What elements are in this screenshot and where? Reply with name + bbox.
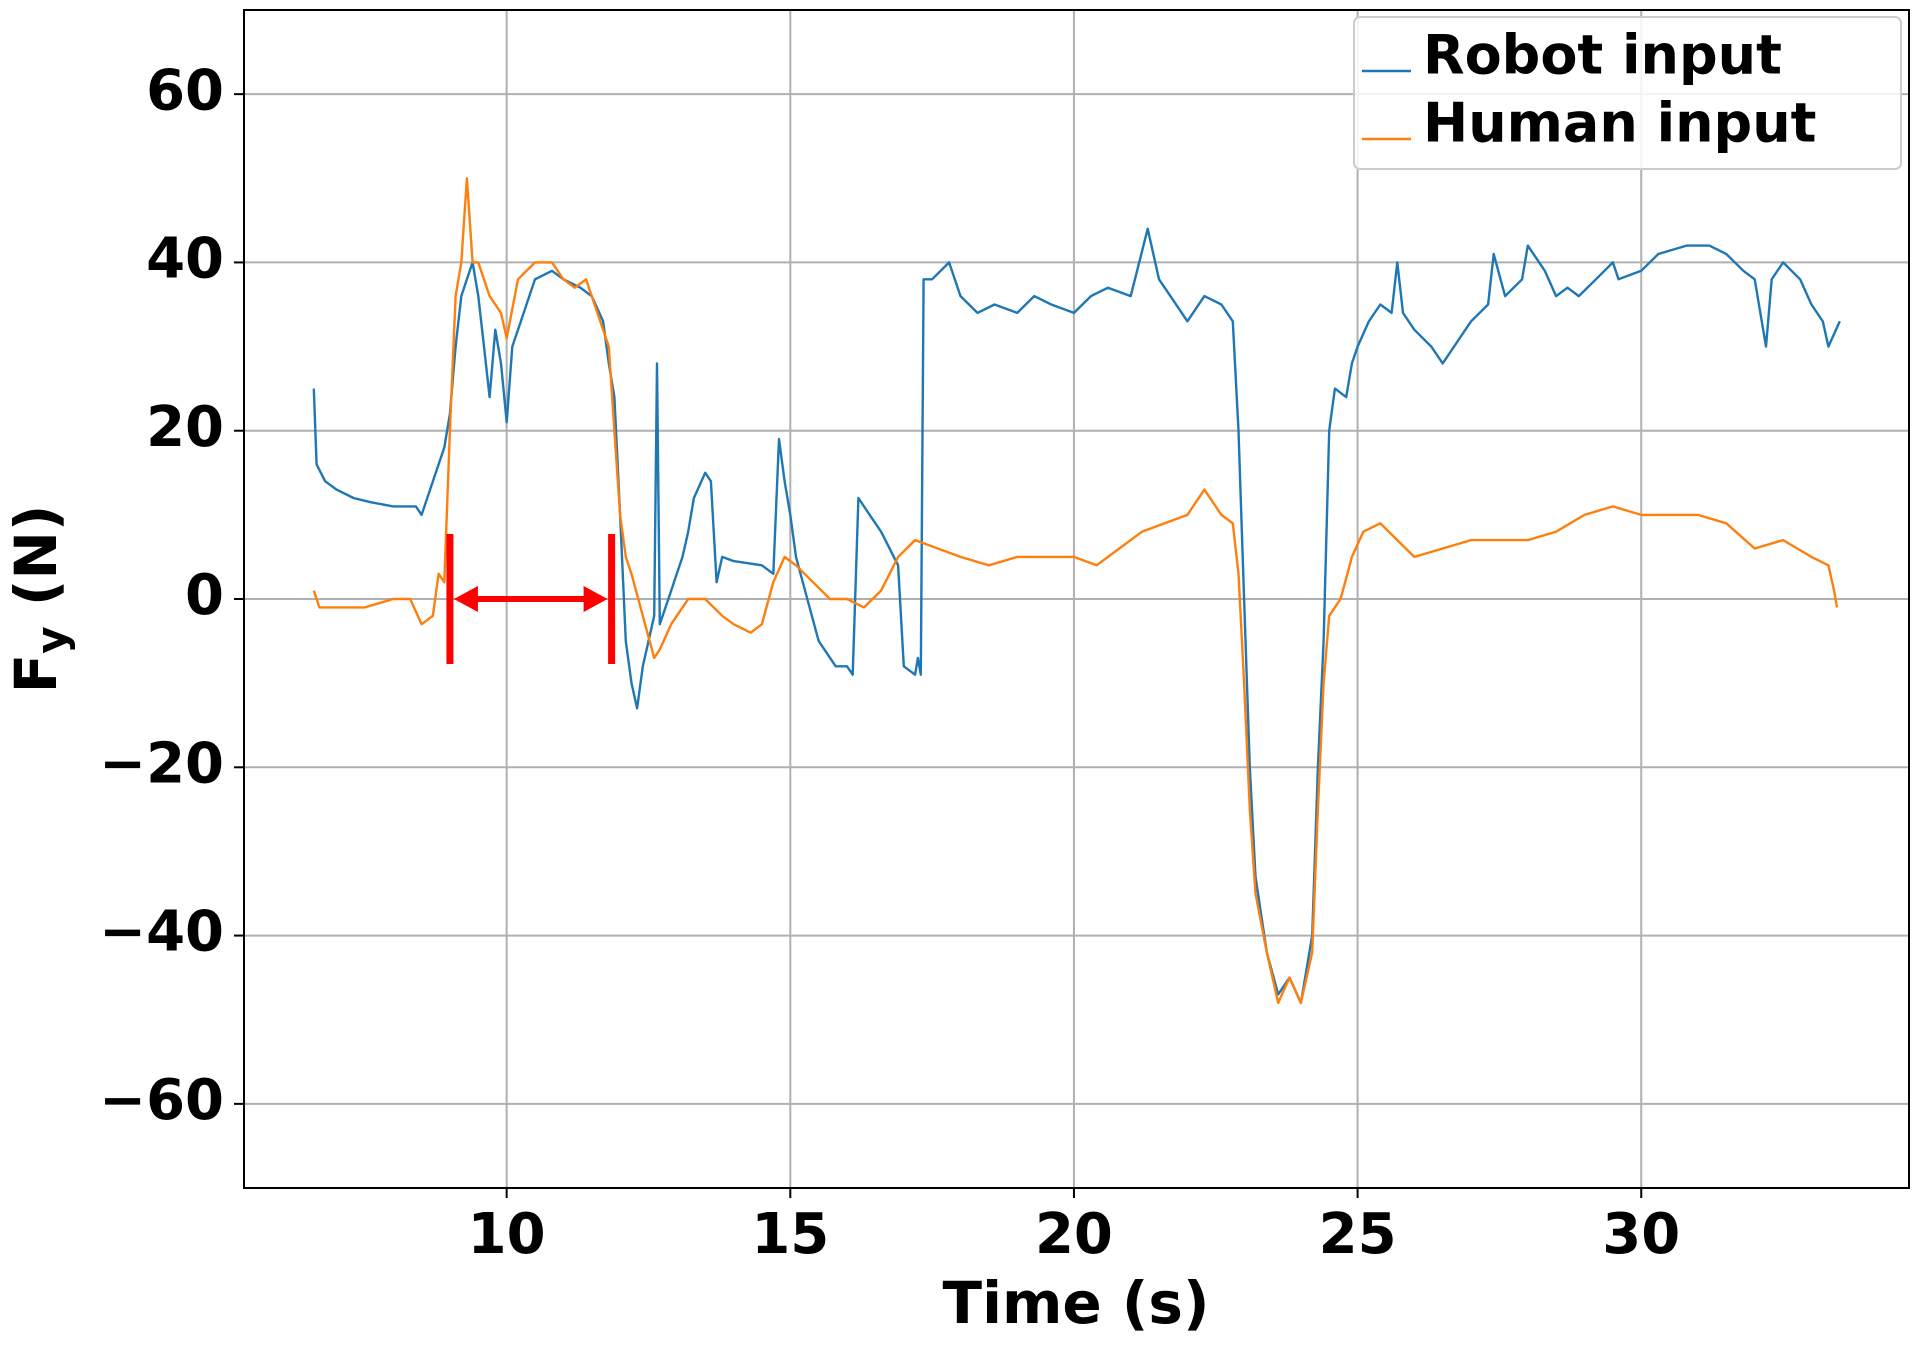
plot-frame xyxy=(243,9,1910,1189)
span-annotation xyxy=(446,534,616,664)
x-tick-label: 30 xyxy=(1602,1202,1680,1267)
y-tick-label: −20 xyxy=(99,731,224,796)
arrow-head xyxy=(583,586,608,612)
y-tick-label: −40 xyxy=(99,900,224,965)
legend-label: Human input xyxy=(1423,92,1816,155)
x-axis-label: Time (s) xyxy=(943,1269,1210,1337)
y-label-rest: (N) xyxy=(2,505,70,627)
series-line xyxy=(312,227,1841,1005)
x-tick-label: 25 xyxy=(1319,1202,1397,1267)
y-tick-label: 60 xyxy=(146,58,224,123)
series-line xyxy=(312,177,1839,1005)
y-label-sub: y xyxy=(27,626,76,653)
legend-box xyxy=(1353,16,1902,170)
legend-label: Robot input xyxy=(1423,24,1782,87)
x-tick-label: 10 xyxy=(468,1202,546,1267)
y-tick-label: 40 xyxy=(146,227,224,292)
y-tick-label: 20 xyxy=(146,395,224,460)
x-tick-label: 20 xyxy=(1035,1202,1113,1267)
y-axis-label: Fy (N) xyxy=(2,505,75,694)
y-tick-label: −60 xyxy=(99,1068,224,1133)
y-label-main: F xyxy=(2,654,70,694)
x-tick-label: 15 xyxy=(751,1202,829,1267)
arrow-head xyxy=(453,586,478,612)
grid xyxy=(244,10,1909,1188)
y-tick-label: 0 xyxy=(185,563,224,628)
